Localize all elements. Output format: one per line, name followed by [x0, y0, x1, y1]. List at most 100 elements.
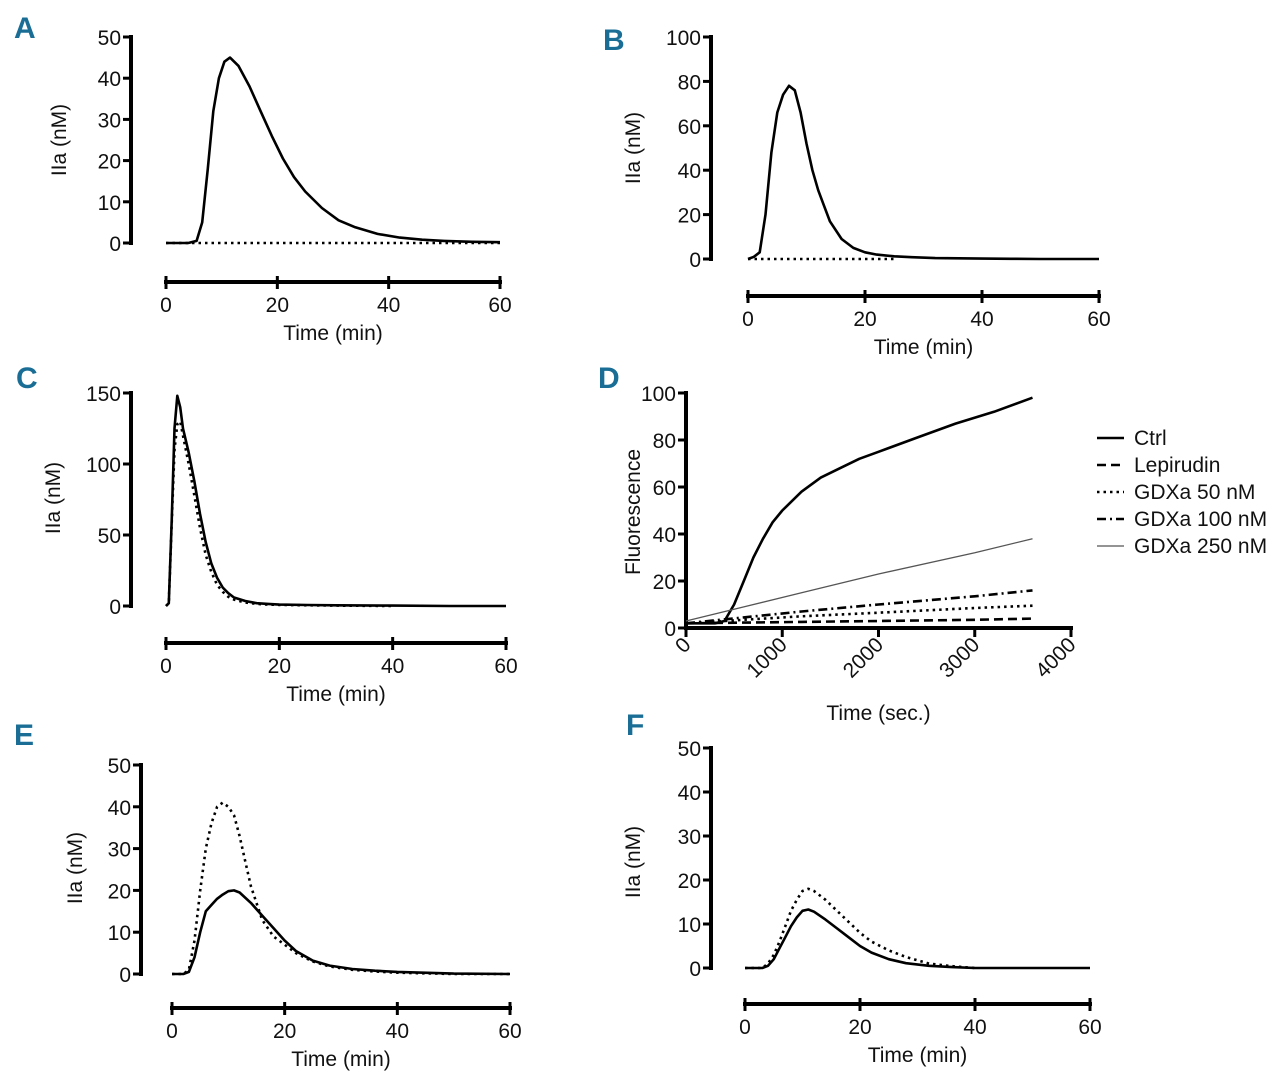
y-tick-label: 100 — [86, 454, 121, 477]
x-tick-label: 0 — [160, 294, 172, 317]
y-tick-label: 0 — [689, 249, 701, 272]
x-tick-label: 60 — [1087, 308, 1110, 331]
panel-e: E 0 10 20 30 40 50 IIa (nM) 0 20 40 60 Time (min) — [14, 719, 522, 1071]
series-line-ctrl — [686, 396, 1033, 625]
legend-label: GDXa 100 nM — [1134, 508, 1267, 531]
panel-a: A 0 10 20 30 40 50 IIa (nM) 0 20 40 60 Time (min) — [14, 12, 512, 345]
x-tick-label: 0 — [166, 1020, 178, 1043]
y-tick-label: 20 — [678, 205, 701, 228]
panel-label: B — [603, 24, 625, 57]
x-tick-label: 20 — [268, 655, 291, 678]
panel-label: D — [598, 362, 620, 395]
series-line-solid — [165, 394, 506, 608]
y-tick-label: 50 — [98, 525, 121, 548]
y-axis-title: IIa (nM) — [622, 826, 645, 898]
x-tick-label: 40 — [963, 1016, 986, 1039]
y-tick-label: 0 — [664, 618, 676, 641]
y-tick-label: 50 — [108, 755, 131, 778]
y-axis-title: Fluorescence — [622, 449, 645, 575]
x-tick-label: 60 — [498, 1020, 521, 1043]
y-axis-title: IIa (nM) — [622, 112, 645, 184]
series-line-solid — [745, 908, 1090, 970]
x-tick-label: 40 — [377, 294, 400, 317]
legend-item: GDXa 250 nM — [1097, 535, 1267, 558]
x-tick-label: 20 — [853, 308, 876, 331]
y-tick-label: 50 — [98, 27, 121, 50]
y-tick-label: 0 — [109, 596, 121, 619]
x-axis-title: Time (min) — [283, 322, 383, 345]
series-line-dotted — [745, 887, 976, 970]
x-axis-title: Time (min) — [291, 1048, 391, 1071]
panel-f: F 0 10 20 30 40 50 IIa (nM) 0 20 40 60 Time (min) — [622, 709, 1102, 1067]
legend-item: GDXa 50 nM — [1097, 481, 1255, 504]
y-tick-label: 20 — [108, 880, 131, 903]
y-axis-title: IIa (nM) — [48, 104, 71, 176]
legend-item: GDXa 100 nM — [1097, 508, 1267, 531]
y-tick-label: 10 — [98, 192, 121, 215]
x-tick-label: 3000 — [935, 633, 984, 682]
y-tick-label: 30 — [108, 839, 131, 862]
x-tick-label: 20 — [273, 1020, 296, 1043]
y-axis-title: IIa (nM) — [42, 462, 65, 534]
y-tick-label: 30 — [98, 109, 121, 132]
x-tick-label: 20 — [848, 1016, 871, 1039]
y-tick-label: 50 — [678, 738, 701, 761]
y-tick-label: 40 — [108, 797, 131, 820]
series-line-solid — [172, 889, 511, 976]
y-tick-label: 20 — [653, 571, 676, 594]
x-tick-label: 40 — [386, 1020, 409, 1043]
y-tick-label: 100 — [641, 383, 676, 406]
legend-label: GDXa 50 nM — [1134, 481, 1255, 504]
panel-b: B 0 20 40 60 80 100 IIa (nM) 0 20 40 60 Time (min) — [603, 24, 1111, 359]
y-axis-title: IIa (nM) — [64, 832, 87, 904]
x-tick-label: 1000 — [742, 633, 791, 682]
x-tick-label: 4000 — [1031, 633, 1080, 682]
y-tick-label: 40 — [98, 68, 121, 91]
y-tick-label: 40 — [653, 524, 676, 547]
y-tick-label: 0 — [119, 964, 131, 987]
y-tick-label: 100 — [666, 27, 701, 50]
panel-label: E — [14, 719, 34, 752]
panel-label: F — [626, 709, 644, 742]
x-axis-title: Time (sec.) — [826, 702, 930, 725]
x-tick-label: 0 — [671, 633, 696, 658]
series-line-dotted — [165, 420, 393, 608]
panel-label: C — [16, 362, 38, 395]
x-axis-title: Time (min) — [286, 683, 386, 706]
y-tick-label: 60 — [653, 477, 676, 500]
y-tick-label: 10 — [678, 914, 701, 937]
panel-d: D 0 20 40 60 80 100 Fluorescence 0 1000 2000 3000 40… — [598, 362, 1267, 725]
series-line-gdxa-100-nm — [685, 589, 1033, 625]
panel-c: C 0 50 100 150 IIa (nM) 0 20 40 60 Time (min) — [16, 362, 518, 706]
y-tick-label: 30 — [678, 826, 701, 849]
y-tick-label: 20 — [678, 870, 701, 893]
x-tick-label: 2000 — [839, 633, 888, 682]
legend-item: Lepirudin — [1097, 454, 1220, 477]
series-line-dotted — [172, 801, 510, 976]
legend: Ctrl Lepirudin GDXa 50 nM GDXa 100 nM GDXa 2… — [1097, 427, 1267, 558]
series-line-solid — [747, 84, 1099, 261]
y-tick-label: 60 — [678, 116, 701, 139]
y-tick-label: 40 — [678, 160, 701, 183]
x-tick-label: 60 — [1078, 1016, 1101, 1039]
y-tick-label: 0 — [689, 958, 701, 981]
legend-label: Ctrl — [1134, 427, 1167, 450]
y-tick-label: 20 — [98, 151, 121, 174]
legend-label: Lepirudin — [1134, 454, 1220, 477]
legend-item: Ctrl — [1097, 427, 1167, 450]
x-tick-label: 60 — [488, 294, 511, 317]
series-line-gdxa-250-nm — [685, 538, 1033, 622]
x-tick-label: 20 — [266, 294, 289, 317]
series-line-lepirudin — [685, 617, 1033, 625]
y-tick-label: 0 — [109, 233, 121, 256]
x-axis-title: Time (min) — [874, 336, 974, 359]
x-tick-label: 60 — [494, 655, 517, 678]
y-tick-label: 80 — [653, 430, 676, 453]
x-tick-label: 0 — [739, 1016, 751, 1039]
x-tick-label: 40 — [381, 655, 404, 678]
legend-label: GDXa 250 nM — [1134, 535, 1267, 558]
x-tick-label: 0 — [742, 308, 754, 331]
x-axis-title: Time (min) — [868, 1044, 968, 1067]
x-tick-label: 40 — [970, 308, 993, 331]
